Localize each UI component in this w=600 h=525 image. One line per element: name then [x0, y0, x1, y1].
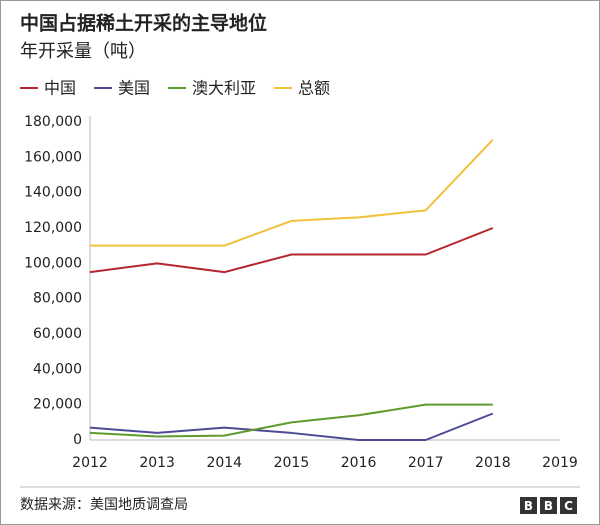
- y-tick-label: 80,000: [33, 291, 82, 307]
- logo-box: [560, 497, 577, 514]
- logo-letter: B: [524, 499, 533, 513]
- series-line: [90, 138, 494, 247]
- chart-title: 中国占据稀土开采的主导地位: [20, 12, 267, 35]
- x-tick-label: 2014: [206, 455, 242, 471]
- chart-subtitle: 年开采量（吨）: [20, 41, 146, 62]
- y-tick-label: 120,000: [24, 220, 82, 236]
- x-tick-label: 2018: [475, 455, 511, 471]
- y-tick-label: 20,000: [33, 397, 82, 413]
- series-line: [89, 227, 494, 274]
- series-line: [89, 412, 494, 441]
- series-line: [89, 403, 493, 438]
- logo-box: [540, 497, 557, 514]
- legend-label: 美国: [118, 79, 150, 98]
- y-tick-label: 0: [73, 432, 82, 448]
- y-tick-label: 100,000: [24, 255, 82, 271]
- legend-label: 总额: [298, 79, 330, 98]
- y-tick-label: 140,000: [24, 185, 82, 201]
- logo-letter: C: [564, 499, 573, 513]
- logo-box: [520, 497, 537, 514]
- y-tick-label: 40,000: [33, 361, 82, 377]
- x-tick-label: 2016: [341, 455, 377, 471]
- y-tick-label: 60,000: [33, 326, 82, 342]
- source: 数据来源：美国地质调查局: [20, 497, 188, 513]
- y-tick-label: 180,000: [24, 114, 82, 130]
- x-tick-label: 2013: [139, 455, 175, 471]
- legend-label: 中国: [44, 79, 76, 98]
- x-tick-label: 2015: [274, 455, 310, 471]
- logo-letter: B: [544, 499, 553, 513]
- x-tick-label: 2017: [408, 455, 444, 471]
- legend-label: 澳大利亚: [192, 79, 256, 98]
- y-tick-label: 160,000: [24, 149, 82, 165]
- x-tick-label: 2019: [542, 455, 578, 471]
- x-tick-label: 2012: [72, 455, 108, 471]
